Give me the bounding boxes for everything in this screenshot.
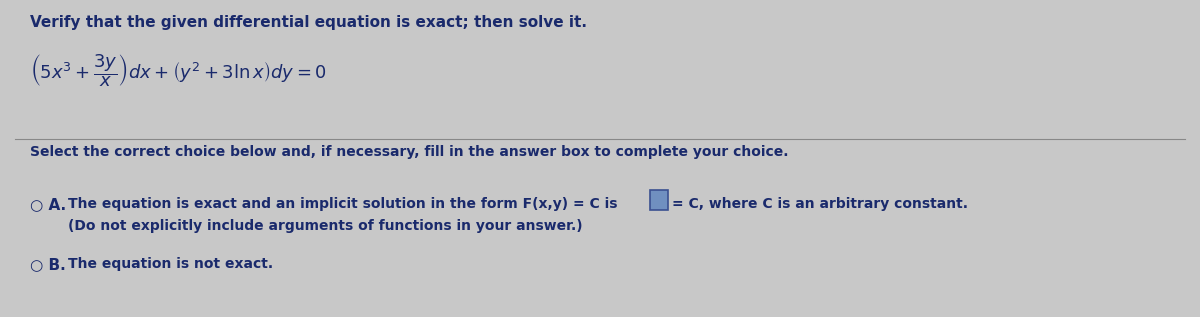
Text: ○ A.: ○ A.: [30, 197, 66, 212]
Text: (Do not explicitly include arguments of functions in your answer.): (Do not explicitly include arguments of …: [68, 219, 583, 233]
Text: ○ B.: ○ B.: [30, 257, 66, 272]
Text: The equation is exact and an implicit solution in the form F(x,y) = C is: The equation is exact and an implicit so…: [68, 197, 618, 211]
Text: = C, where C is an arbitrary constant.: = C, where C is an arbitrary constant.: [672, 197, 968, 211]
Text: Verify that the given differential equation is exact; then solve it.: Verify that the given differential equat…: [30, 15, 587, 30]
FancyBboxPatch shape: [650, 190, 668, 210]
Text: The equation is not exact.: The equation is not exact.: [68, 257, 274, 271]
Text: $\left(5x^3+\dfrac{3y}{x}\right)dx+\left(y^2+3\ln x\right)dy=0$: $\left(5x^3+\dfrac{3y}{x}\right)dx+\left…: [30, 52, 326, 89]
Text: Select the correct choice below and, if necessary, fill in the answer box to com: Select the correct choice below and, if …: [30, 145, 788, 159]
